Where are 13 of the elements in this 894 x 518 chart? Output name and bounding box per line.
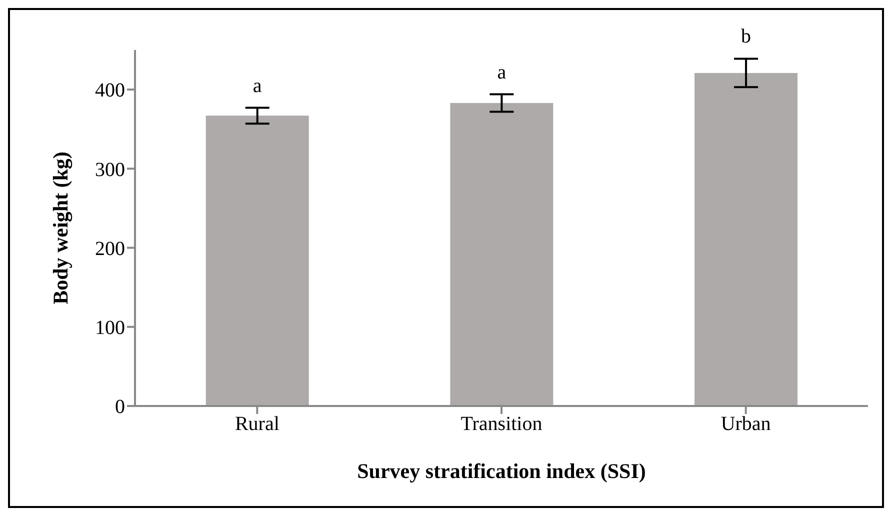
y-tick-label: 300 xyxy=(95,158,125,181)
y-tick-label: 400 xyxy=(95,80,125,102)
x-axis-title: Survey stratification index (SSI) xyxy=(357,459,646,483)
x-tick-label: Transition xyxy=(460,413,542,436)
x-tick-label: Rural xyxy=(234,413,280,436)
text: b xyxy=(741,26,752,48)
y-tick-label: 0 xyxy=(115,396,125,418)
annotation: a xyxy=(497,61,506,84)
annotation: a xyxy=(252,74,262,97)
y-axis-title: Body weight (kg) xyxy=(48,152,72,304)
x-tick-label: Urban xyxy=(720,413,771,436)
y-tick-label: 100 xyxy=(95,316,125,339)
y-tick-label: 200 xyxy=(95,238,125,260)
